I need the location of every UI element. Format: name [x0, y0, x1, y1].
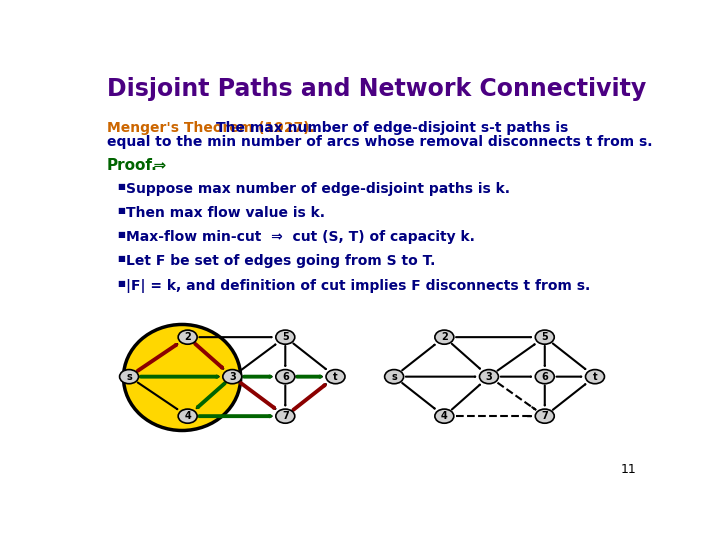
Text: Then max flow value is k.: Then max flow value is k. [126, 206, 325, 220]
Text: t: t [333, 372, 338, 382]
Text: 4: 4 [184, 411, 191, 421]
Text: ⇒: ⇒ [143, 158, 166, 173]
Circle shape [435, 409, 454, 423]
Text: 7: 7 [541, 411, 548, 421]
Text: ■: ■ [117, 206, 125, 215]
Text: s: s [391, 372, 397, 382]
Text: |F| = k, and definition of cut implies F disconnects t from s.: |F| = k, and definition of cut implies F… [126, 279, 590, 293]
Text: 3: 3 [485, 372, 492, 382]
Text: ■: ■ [117, 254, 125, 264]
Text: ■: ■ [117, 182, 125, 191]
Text: Suppose max number of edge-disjoint paths is k.: Suppose max number of edge-disjoint path… [126, 182, 510, 196]
Text: s: s [126, 372, 132, 382]
Circle shape [535, 409, 554, 423]
Circle shape [480, 369, 498, 384]
Circle shape [535, 369, 554, 384]
Ellipse shape [124, 325, 240, 430]
Text: 5: 5 [541, 332, 548, 342]
Circle shape [222, 369, 242, 384]
Circle shape [384, 369, 404, 384]
Text: 2: 2 [184, 332, 191, 342]
Circle shape [535, 330, 554, 344]
Text: 11: 11 [621, 463, 637, 476]
Text: t: t [593, 372, 598, 382]
Text: 7: 7 [282, 411, 289, 421]
Circle shape [585, 369, 605, 384]
Text: 5: 5 [282, 332, 289, 342]
Circle shape [276, 409, 294, 423]
Text: 4: 4 [441, 411, 448, 421]
Text: 2: 2 [441, 332, 448, 342]
Circle shape [435, 330, 454, 344]
Text: ■: ■ [117, 230, 125, 239]
Circle shape [178, 409, 197, 423]
Text: 3: 3 [229, 372, 235, 382]
Text: Menger's Theorem (1927).: Menger's Theorem (1927). [107, 121, 315, 135]
Circle shape [326, 369, 345, 384]
Text: Let F be set of edges going from S to T.: Let F be set of edges going from S to T. [126, 254, 436, 268]
Circle shape [276, 369, 294, 384]
Text: Proof.: Proof. [107, 158, 158, 173]
Circle shape [178, 330, 197, 344]
Text: Max-flow min-cut  ⇒  cut (S, T) of capacity k.: Max-flow min-cut ⇒ cut (S, T) of capacit… [126, 230, 475, 244]
Text: 6: 6 [282, 372, 289, 382]
Text: 6: 6 [541, 372, 548, 382]
Text: equal to the min number of arcs whose removal disconnects t from s.: equal to the min number of arcs whose re… [107, 134, 652, 149]
Circle shape [120, 369, 138, 384]
Text: Disjoint Paths and Network Connectivity: Disjoint Paths and Network Connectivity [107, 77, 646, 102]
Text: ■: ■ [117, 279, 125, 287]
Text: The max number of edge-disjoint s-t paths is: The max number of edge-disjoint s-t path… [215, 121, 568, 135]
Circle shape [276, 330, 294, 344]
